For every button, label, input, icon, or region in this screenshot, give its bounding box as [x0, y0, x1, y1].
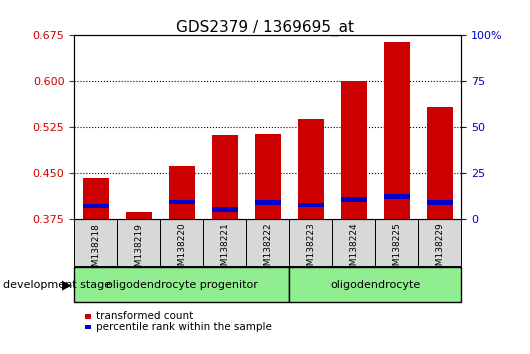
Bar: [341, 81, 367, 219]
Text: GSM138221: GSM138221: [220, 223, 229, 278]
Bar: [289, 219, 332, 266]
Text: GSM138225: GSM138225: [392, 223, 401, 278]
Text: GSM138224: GSM138224: [349, 223, 358, 277]
Bar: [169, 166, 195, 219]
Bar: [332, 219, 375, 266]
Bar: [126, 211, 152, 219]
Text: GSM138219: GSM138219: [134, 223, 143, 278]
Text: GSM138223: GSM138223: [306, 223, 315, 278]
Bar: [83, 178, 109, 219]
Bar: [212, 207, 237, 211]
Text: GSM138229: GSM138229: [435, 223, 444, 278]
Bar: [246, 219, 289, 266]
Bar: [298, 203, 323, 207]
Bar: [203, 219, 246, 266]
Bar: [169, 200, 195, 204]
Bar: [160, 219, 203, 266]
Text: percentile rank within the sample: percentile rank within the sample: [96, 322, 272, 332]
Bar: [384, 194, 410, 199]
Text: ▶: ▶: [62, 279, 72, 291]
Bar: [375, 219, 418, 266]
Text: GDS2379 / 1369695_at: GDS2379 / 1369695_at: [176, 19, 354, 36]
Bar: [83, 204, 109, 208]
Text: GSM138222: GSM138222: [263, 223, 272, 277]
Text: oligodendrocyte: oligodendrocyte: [330, 280, 420, 290]
Text: oligodendrocyte progenitor: oligodendrocyte progenitor: [105, 280, 258, 290]
Bar: [298, 119, 323, 219]
Bar: [418, 219, 461, 266]
Bar: [212, 135, 237, 219]
Bar: [126, 221, 152, 224]
Bar: [74, 219, 117, 266]
Text: GSM138218: GSM138218: [91, 223, 100, 278]
Bar: [74, 268, 289, 302]
Bar: [117, 219, 160, 266]
Bar: [289, 268, 461, 302]
Bar: [255, 200, 280, 205]
Bar: [384, 41, 410, 219]
Bar: [341, 198, 367, 202]
Bar: [255, 133, 280, 219]
Text: transformed count: transformed count: [96, 311, 193, 321]
Text: GSM138220: GSM138220: [177, 223, 186, 278]
Text: development stage: development stage: [3, 280, 111, 290]
Bar: [427, 200, 453, 205]
Bar: [427, 107, 453, 219]
